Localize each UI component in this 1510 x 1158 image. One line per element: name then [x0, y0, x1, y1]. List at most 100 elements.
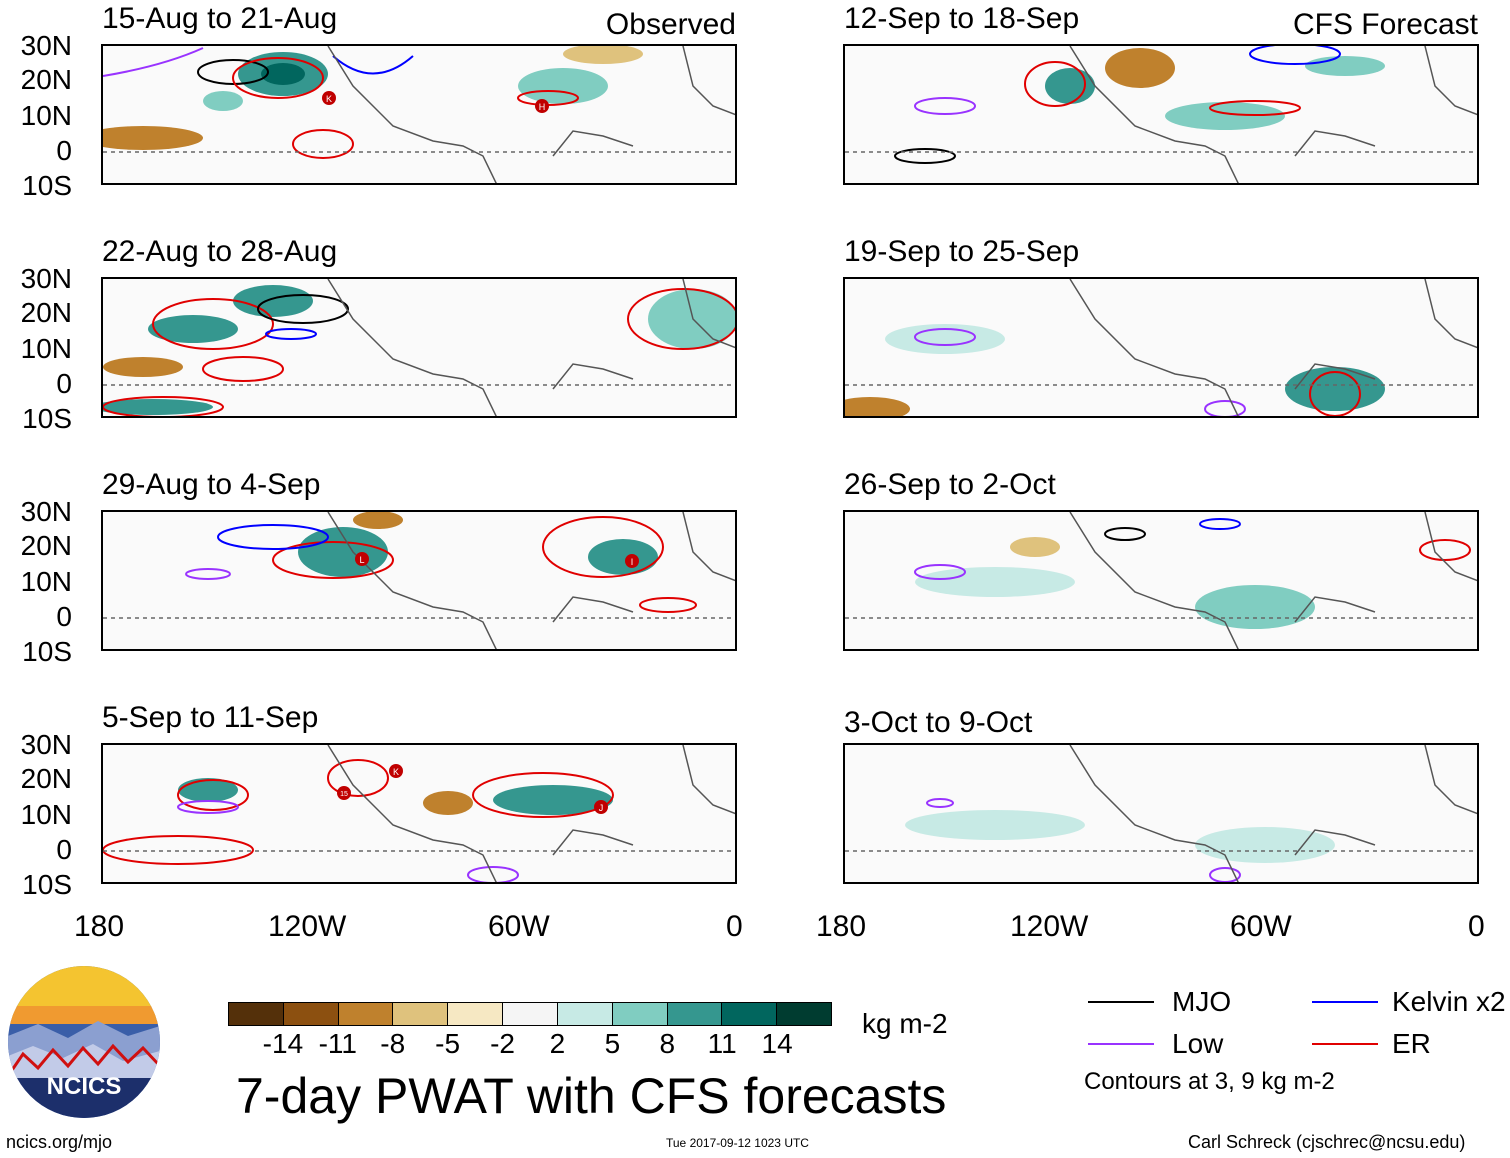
colorbar-swatch — [612, 1003, 668, 1025]
colorbar-tick-label: 5 — [604, 1028, 621, 1059]
er-contour — [627, 288, 735, 350]
panel-title-right-1: 12-Sep to 18-Sep — [844, 2, 1080, 35]
low-contour — [1209, 867, 1241, 882]
coastline — [1069, 512, 1477, 649]
panel-title-right-3: 26-Sep to 2-Oct — [844, 468, 1056, 501]
lon-label: 60W — [1230, 910, 1292, 943]
low-contour — [103, 47, 204, 77]
coastline — [327, 512, 735, 649]
pwat-anomaly-moist — [905, 810, 1085, 840]
panel-title-right-2: 19-Sep to 25-Sep — [844, 235, 1080, 268]
pwat-map — [103, 279, 735, 416]
low-contour — [926, 798, 954, 808]
er-contour — [639, 597, 697, 613]
storm-marker — [625, 554, 639, 568]
low-contour — [177, 800, 239, 814]
mjo-legend-line — [1088, 1001, 1154, 1003]
ncics-logo: NCICS — [8, 966, 160, 1118]
lat-label: 10N — [20, 333, 72, 364]
lat-label: 10S — [22, 869, 72, 900]
er-contour — [292, 129, 354, 159]
map-panel-right-2 — [843, 277, 1479, 418]
pwat-map — [845, 512, 1477, 649]
pwat-anomaly-moist — [1285, 367, 1385, 411]
storm-label: 15 — [340, 791, 348, 798]
pwat-anomaly-moist — [915, 567, 1075, 597]
lon-label: 0 — [1468, 910, 1485, 943]
pwat-anomaly-moist — [148, 315, 238, 343]
er-contour — [1309, 371, 1361, 416]
pwat-anomaly-moist — [885, 324, 1005, 354]
pwat-map — [845, 279, 1477, 416]
colorbar-swatch — [722, 1003, 778, 1025]
storm-marker — [594, 800, 608, 814]
er-contour — [472, 772, 614, 818]
pwat-anomaly-moist — [1165, 102, 1285, 130]
site-link[interactable]: ncics.org/mjo — [6, 1132, 113, 1152]
lat-label: 0 — [56, 135, 72, 166]
er-legend-label: ER — [1392, 1028, 1431, 1059]
colorbar-tick-label: -2 — [490, 1028, 515, 1059]
storm-label: K — [326, 94, 332, 104]
map-panel-left-2 — [101, 277, 737, 418]
colorbar-swatch — [393, 1003, 449, 1025]
panel-title-left-3: 29-Aug to 4-Sep — [102, 468, 321, 501]
kelvin-contour — [332, 55, 414, 75]
er-contour — [1419, 539, 1471, 561]
colorbar-tick-label: -8 — [380, 1028, 406, 1059]
colorbar-tick-label: -14 — [262, 1028, 304, 1059]
pwat-map: K H — [103, 46, 735, 183]
lon-label: 120W — [1010, 910, 1089, 943]
storm-label: H — [539, 102, 546, 112]
map-panel-left-4: 15 K J — [101, 743, 737, 884]
lat-label: 10S — [22, 636, 72, 667]
pwat-anomaly-moist — [103, 399, 213, 415]
pwat-anomaly-moist — [1195, 585, 1315, 629]
er-contour — [152, 298, 274, 350]
map-panel-right-1 — [843, 44, 1479, 185]
pwat-anomaly-dry — [103, 126, 203, 150]
low-legend-label: Low — [1172, 1028, 1224, 1059]
lat-label: 10S — [22, 170, 72, 201]
pwat-map — [845, 46, 1477, 183]
lat-label: 30N — [20, 729, 72, 760]
colorbar-tick-label: -5 — [435, 1028, 461, 1059]
map-panel-right-4 — [843, 743, 1479, 884]
pwat-anomaly-moist — [1305, 56, 1385, 76]
er-contour — [103, 396, 224, 416]
lat-label: 20N — [20, 530, 72, 561]
panel-title-right-4: 3-Oct to 9-Oct — [844, 706, 1033, 739]
coastline — [327, 46, 735, 183]
pwat-map: 15 K J — [103, 745, 735, 882]
er-contour — [103, 835, 254, 865]
low-legend-line — [1088, 1043, 1154, 1045]
lat-label: 10N — [20, 566, 72, 597]
lat-label: 10S — [22, 403, 72, 434]
low-contour — [185, 568, 231, 580]
colorbar-swatch — [503, 1003, 558, 1025]
panel-title-left-2: 22-Aug to 28-Aug — [102, 235, 338, 268]
storm-label: I — [631, 557, 634, 567]
lat-label: 20N — [20, 297, 72, 328]
low-contour — [914, 564, 966, 580]
pwat-anomaly-dry — [563, 46, 643, 64]
lat-label: 0 — [56, 368, 72, 399]
pwat-colorbar — [228, 1002, 832, 1026]
er-contour — [327, 759, 389, 797]
coastline — [327, 745, 735, 882]
pwat-anomaly-moist — [233, 285, 313, 317]
mjo-contour — [894, 148, 956, 164]
kelvin-legend-label: Kelvin x2 — [1392, 986, 1506, 1017]
author-credit: Carl Schreck (cjschrec@ncsu.edu) — [1188, 1132, 1466, 1152]
lon-label: 120W — [268, 910, 347, 943]
storm-marker — [535, 99, 549, 113]
colorbar-units: kg m-2 — [862, 1008, 948, 1039]
er-contour — [1024, 61, 1086, 107]
kelvin-contour — [1249, 46, 1341, 65]
timestamp: Tue 2017-09-12 1023 UTC — [666, 1136, 809, 1150]
colorbar-swatch — [338, 1003, 394, 1025]
colorbar-swatch — [448, 1003, 504, 1025]
logo-text: NCICS — [47, 1073, 122, 1100]
kelvin-legend-line — [1312, 1001, 1378, 1003]
pwat-anomaly-moist — [518, 68, 608, 104]
